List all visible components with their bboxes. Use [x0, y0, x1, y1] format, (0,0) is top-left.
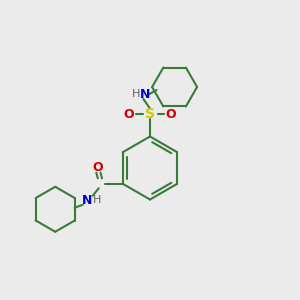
Text: O: O: [124, 107, 134, 121]
Text: O: O: [92, 161, 103, 174]
Text: S: S: [145, 107, 155, 121]
Text: N: N: [140, 88, 150, 101]
Text: H: H: [132, 89, 141, 100]
Text: O: O: [166, 107, 176, 121]
Text: N: N: [82, 194, 92, 207]
Text: H: H: [92, 195, 101, 205]
